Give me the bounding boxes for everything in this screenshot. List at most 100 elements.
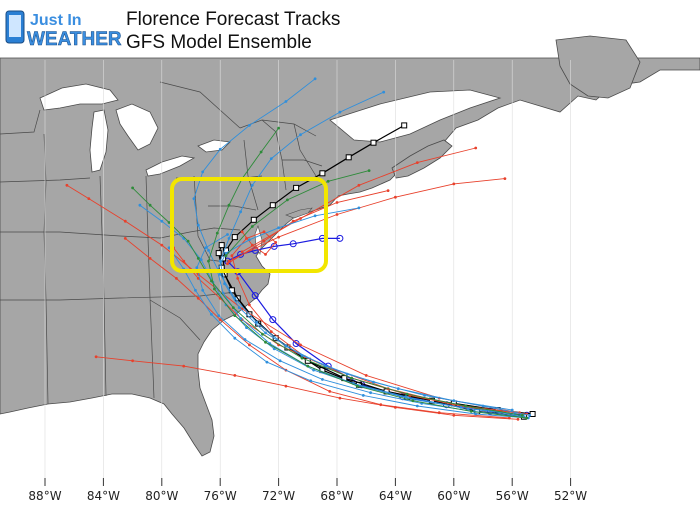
longitude-label: 56°W xyxy=(496,489,529,503)
longitude-label: 72°W xyxy=(262,489,295,503)
track-line xyxy=(196,234,524,418)
track-marker xyxy=(394,195,397,199)
track-marker xyxy=(65,183,69,187)
border xyxy=(0,231,161,239)
longitude-label: 88°W xyxy=(28,489,61,503)
track-marker xyxy=(196,257,200,260)
track-marker xyxy=(240,230,244,234)
track-marker xyxy=(233,314,237,317)
track-marker xyxy=(278,359,282,363)
track-marker xyxy=(207,249,210,252)
track-marker xyxy=(299,343,302,347)
track-marker xyxy=(204,246,208,250)
track-marker xyxy=(370,139,377,146)
track-marker xyxy=(194,288,197,292)
track-marker xyxy=(243,338,247,341)
track-marker xyxy=(250,216,257,223)
track-marker xyxy=(277,226,280,230)
track-marker xyxy=(405,392,409,396)
track-marker xyxy=(528,413,532,417)
track-marker xyxy=(306,364,310,368)
track-marker xyxy=(215,231,219,235)
track-marker xyxy=(218,259,222,263)
track-marker xyxy=(226,233,229,236)
track-marker xyxy=(230,254,234,258)
border xyxy=(0,109,41,135)
track-marker xyxy=(293,184,300,191)
track-marker xyxy=(210,312,213,316)
track-marker xyxy=(218,242,225,249)
track-marker xyxy=(299,133,302,137)
lakes-layer xyxy=(39,83,502,255)
track-marker xyxy=(269,157,273,161)
track-marker xyxy=(131,186,135,190)
track-marker xyxy=(236,277,240,280)
track-marker xyxy=(269,330,273,333)
track-marker xyxy=(248,303,251,307)
track-marker xyxy=(284,100,288,103)
border xyxy=(193,175,227,263)
track-marker xyxy=(218,273,222,276)
track-marker xyxy=(160,219,164,223)
title-line-2: GFS Model Ensemble xyxy=(126,32,312,53)
track-marker xyxy=(261,332,264,336)
logo-line-1: Just In xyxy=(30,12,82,29)
newfoundland xyxy=(555,35,641,99)
border xyxy=(243,139,259,211)
track-marker xyxy=(265,360,269,364)
phone-screen-icon xyxy=(9,15,21,37)
track-marker xyxy=(255,320,259,324)
track-marker xyxy=(516,417,520,421)
track-marker xyxy=(345,154,352,161)
long-island xyxy=(285,207,313,219)
nova-scotia xyxy=(391,139,453,179)
track-marker xyxy=(231,306,235,309)
land-layer xyxy=(0,35,700,457)
track-marker xyxy=(175,277,178,280)
longitude-label: 64°W xyxy=(379,489,412,503)
track-marker xyxy=(250,225,254,228)
longitude-label: 68°W xyxy=(320,489,353,503)
longitude-label: 52°W xyxy=(554,489,587,503)
track-marker xyxy=(382,90,386,94)
longitude-label: 60°W xyxy=(437,489,470,503)
track-marker xyxy=(262,239,266,243)
track-marker xyxy=(521,413,524,417)
lake-erie xyxy=(145,155,196,177)
track-marker xyxy=(226,262,229,266)
forecast-track xyxy=(207,126,529,420)
track-marker xyxy=(459,406,463,409)
border xyxy=(43,133,49,405)
track-marker xyxy=(313,77,317,81)
track-marker xyxy=(411,399,415,403)
track-marker xyxy=(313,214,317,218)
track-marker xyxy=(167,221,171,224)
track-marker xyxy=(272,347,276,351)
title-line-1: Florence Forecast Tracks xyxy=(126,9,340,30)
track-marker xyxy=(138,203,142,207)
track-marker xyxy=(415,161,419,165)
track-marker xyxy=(452,399,456,403)
longitude-label: 80°W xyxy=(145,489,178,503)
track-marker xyxy=(357,206,361,210)
track-marker xyxy=(223,282,227,286)
track-marker xyxy=(357,183,361,187)
forecast-track xyxy=(224,169,371,258)
track-marker xyxy=(312,368,315,372)
track-marker xyxy=(87,197,91,201)
forecast-track xyxy=(123,237,511,420)
track-marker xyxy=(227,237,231,240)
track-marker xyxy=(233,336,237,340)
track-marker xyxy=(250,183,254,187)
longitude-label: 84°W xyxy=(87,489,120,503)
border xyxy=(159,81,241,129)
logo-line-2: WEATHER xyxy=(27,29,122,50)
track-marker xyxy=(415,404,419,408)
track-marker xyxy=(396,387,400,391)
track-marker xyxy=(213,287,216,291)
track-marker xyxy=(239,316,243,320)
track-marker xyxy=(525,416,529,420)
track-marker xyxy=(264,331,267,335)
track-marker xyxy=(326,179,330,183)
track-marker xyxy=(291,219,295,223)
